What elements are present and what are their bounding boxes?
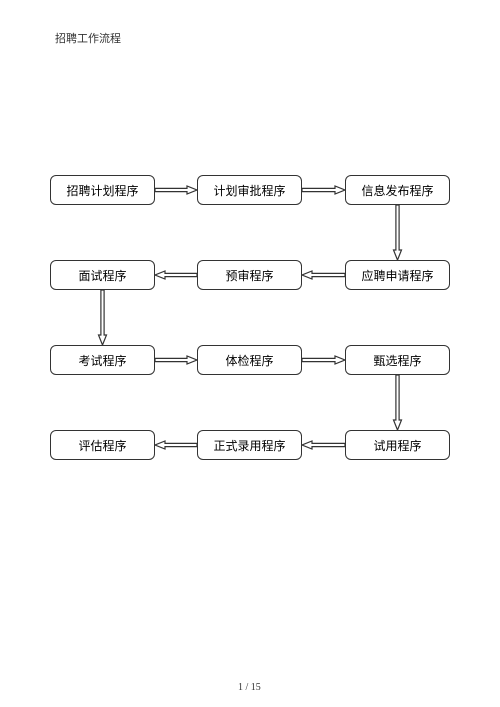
flowchart-node-n5: 预审程序 bbox=[197, 260, 302, 290]
flowchart-node-n8: 体检程序 bbox=[197, 345, 302, 375]
flowchart-node-n3: 信息发布程序 bbox=[345, 175, 450, 205]
flowchart-node-n2: 计划审批程序 bbox=[197, 175, 302, 205]
flowchart-node-n7: 考试程序 bbox=[50, 345, 155, 375]
page-number: 1 / 15 bbox=[238, 682, 261, 693]
flowchart-node-n10: 试用程序 bbox=[345, 430, 450, 460]
flowchart-node-n12: 评估程序 bbox=[50, 430, 155, 460]
flowchart-node-n4: 应聘申请程序 bbox=[345, 260, 450, 290]
page-title: 招聘工作流程 bbox=[55, 30, 121, 46]
flowchart-node-n6: 面试程序 bbox=[50, 260, 155, 290]
flowchart-node-n9: 甄选程序 bbox=[345, 345, 450, 375]
flowchart-node-n1: 招聘计划程序 bbox=[50, 175, 155, 205]
flowchart-node-n11: 正式录用程序 bbox=[197, 430, 302, 460]
